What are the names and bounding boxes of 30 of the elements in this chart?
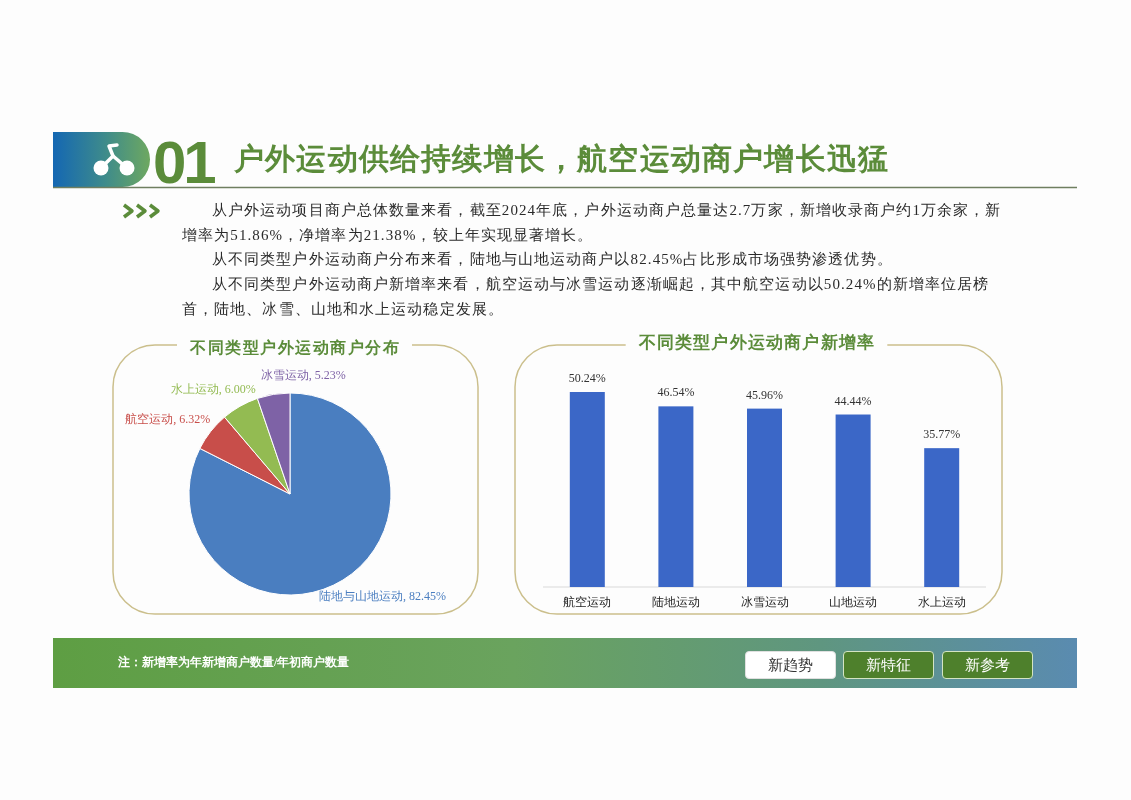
text: 新特征 [843, 651, 934, 679]
x-tick-label: 冰雪运动 [740, 595, 789, 609]
text: 01 [153, 129, 216, 196]
bar [835, 414, 871, 587]
chart-title: 不同类型户外运动商户分布 [189, 337, 400, 357]
bar [747, 408, 782, 587]
text: 从户外运动项目商户总体数量来看，截至2024年底，户外运动商户总量达2.7万家，新增收录商户约1万余家，新增率为51.86%，净增率为21.38%，较上年实现显著增长。 [182, 201, 1003, 245]
bar [658, 406, 694, 587]
slice-label: 陆地与山地运动, 82.45% [318, 589, 446, 605]
data-label: 50.24% [568, 371, 606, 385]
text: 从不同类型户外运动商户分布来看，陆地与山地运动商户以82.45%占比形成市场强势渗透优势。 [211, 250, 894, 269]
bar [924, 448, 960, 587]
slice-label: 航空运动, 6.32% [125, 411, 211, 427]
data-label: 46.54% [657, 385, 695, 400]
text: 注：新增率为年新增商户数量/年初商户数量 [118, 654, 350, 671]
text: 新参考 [942, 651, 1033, 679]
x-tick-label: 水上运动 [917, 595, 966, 609]
slice-label: 冰雪运动, 5.23% [260, 367, 346, 383]
x-tick-label: 山地运动 [829, 595, 878, 609]
data-label: 44.44% [834, 393, 872, 408]
slice-label: 水上运动, 6.00% [170, 381, 256, 397]
text: 新趋势 [745, 651, 836, 679]
text: 从不同类型户外运动商户新增率来看，航空运动与冰雪运动逐渐崛起，其中航空运动以50.24%的新增率位居榜首，陆地、冰雪、山地和水上运动稳定发展。 [182, 275, 991, 319]
data-label: 35.77% [923, 427, 961, 442]
x-tick-label: 航空运动 [563, 595, 612, 609]
data-label: 45.96% [746, 387, 783, 402]
x-tick-label: 陆地运动 [651, 595, 700, 609]
bar [569, 392, 605, 587]
chart-title: 不同类型户外运动商户新增率 [637, 332, 876, 353]
text: 户外运动供给持续增长，航空运动商户增长迅猛 [233, 141, 890, 176]
